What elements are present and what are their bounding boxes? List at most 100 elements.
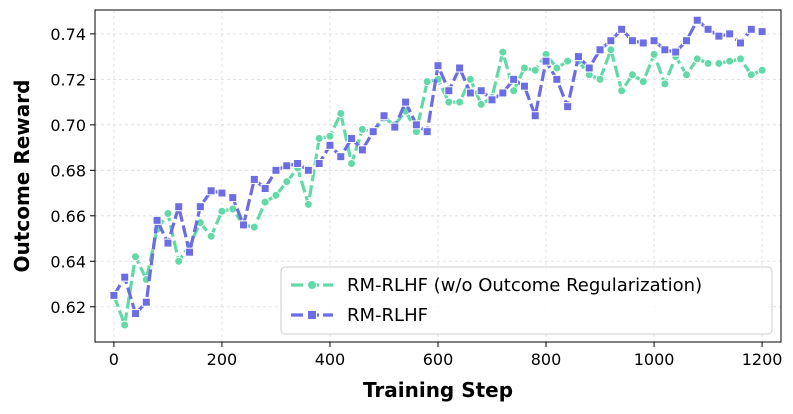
data-point bbox=[746, 24, 756, 34]
data-point bbox=[617, 86, 627, 96]
data-point bbox=[455, 97, 465, 107]
data-point bbox=[314, 158, 324, 168]
y-tick-label: 0.68 bbox=[50, 161, 86, 180]
data-point bbox=[303, 165, 313, 175]
data-point bbox=[390, 122, 400, 132]
data-point bbox=[627, 36, 637, 46]
data-point bbox=[692, 15, 702, 25]
data-point bbox=[681, 36, 691, 46]
data-point bbox=[217, 188, 227, 198]
data-point bbox=[163, 238, 173, 248]
data-point bbox=[671, 47, 681, 57]
data-point bbox=[476, 99, 486, 109]
data-point bbox=[271, 190, 281, 200]
data-point bbox=[249, 174, 259, 184]
data-point bbox=[185, 247, 195, 257]
data-point bbox=[519, 81, 529, 91]
series-layer bbox=[109, 15, 767, 330]
data-point bbox=[228, 193, 238, 203]
y-tick-label: 0.72 bbox=[50, 70, 86, 89]
data-point bbox=[509, 74, 519, 84]
data-point bbox=[401, 97, 411, 107]
data-point bbox=[336, 152, 346, 162]
data-point bbox=[735, 38, 745, 48]
data-point bbox=[303, 199, 313, 209]
data-point bbox=[174, 256, 184, 266]
data-point bbox=[455, 63, 465, 73]
data-point bbox=[638, 77, 648, 87]
data-point bbox=[368, 127, 378, 137]
data-point bbox=[584, 63, 594, 73]
data-point bbox=[735, 54, 745, 64]
data-point bbox=[174, 202, 184, 212]
data-point bbox=[573, 52, 583, 62]
data-point bbox=[563, 56, 573, 66]
data-point bbox=[725, 29, 735, 39]
data-point bbox=[314, 133, 324, 143]
legend-box bbox=[280, 266, 773, 335]
data-point bbox=[487, 95, 497, 105]
x-tick-label: 400 bbox=[315, 350, 346, 369]
data-point bbox=[131, 252, 141, 262]
data-point bbox=[649, 36, 659, 46]
data-point bbox=[357, 124, 367, 134]
data-point bbox=[206, 231, 216, 241]
series-1 bbox=[109, 15, 767, 319]
data-point bbox=[357, 145, 367, 155]
data-point bbox=[217, 206, 227, 216]
data-point bbox=[606, 36, 616, 46]
data-point bbox=[552, 63, 562, 73]
x-tick-label: 600 bbox=[423, 350, 454, 369]
data-point bbox=[703, 58, 713, 68]
data-point bbox=[638, 38, 648, 48]
data-point bbox=[422, 77, 432, 87]
data-point bbox=[336, 108, 346, 118]
data-point bbox=[293, 158, 303, 168]
data-point bbox=[595, 45, 605, 55]
legend-label: RM-RLHF (w/o Outcome Regularization) bbox=[347, 275, 702, 296]
x-tick-label: 800 bbox=[531, 350, 562, 369]
data-point bbox=[714, 31, 724, 41]
y-tick-label: 0.70 bbox=[50, 116, 86, 135]
data-point bbox=[195, 202, 205, 212]
data-point bbox=[617, 24, 627, 34]
data-point bbox=[152, 215, 162, 225]
data-point bbox=[131, 309, 141, 319]
data-point bbox=[260, 184, 270, 194]
y-tick-label: 0.74 bbox=[50, 25, 86, 44]
data-point bbox=[692, 54, 702, 64]
data-point bbox=[282, 161, 292, 171]
data-point bbox=[530, 65, 540, 75]
data-point bbox=[541, 56, 551, 66]
data-point bbox=[552, 74, 562, 84]
data-point bbox=[120, 272, 130, 282]
data-point bbox=[465, 74, 475, 84]
data-point bbox=[444, 97, 454, 107]
data-point bbox=[476, 86, 486, 96]
data-point bbox=[239, 220, 249, 230]
data-point bbox=[703, 24, 713, 34]
data-point bbox=[379, 111, 389, 121]
data-point bbox=[206, 186, 216, 196]
data-point bbox=[347, 133, 357, 143]
legend-swatch-marker bbox=[307, 310, 317, 320]
data-point bbox=[422, 127, 432, 137]
x-tick-label: 200 bbox=[207, 350, 238, 369]
data-point bbox=[725, 56, 735, 66]
data-point bbox=[681, 70, 691, 80]
data-point bbox=[347, 158, 357, 168]
data-point bbox=[660, 45, 670, 55]
data-point bbox=[519, 63, 529, 73]
data-point bbox=[325, 131, 335, 141]
data-point bbox=[411, 120, 421, 130]
data-point bbox=[282, 177, 292, 187]
data-point bbox=[714, 58, 724, 68]
legend-entry: RM-RLHF (w/o Outcome Regularization) bbox=[291, 275, 702, 296]
data-point bbox=[141, 297, 151, 307]
data-point bbox=[228, 204, 238, 214]
data-point bbox=[509, 86, 519, 96]
data-point bbox=[325, 140, 335, 150]
data-point bbox=[444, 86, 454, 96]
x-tick-label: 1200 bbox=[742, 350, 783, 369]
